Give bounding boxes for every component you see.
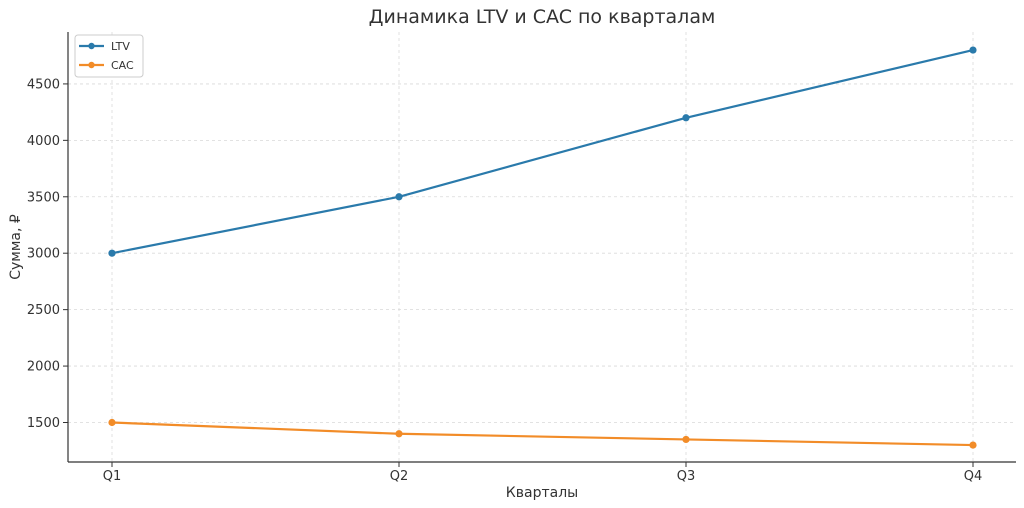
x-axis-label: Кварталы — [506, 485, 578, 501]
data-point-cac — [108, 418, 116, 427]
legend-marker-ltv — [88, 42, 95, 50]
series-line-ltv — [111, 48, 974, 255]
data-point-cac — [395, 430, 403, 438]
chart-title: Динамика LTV и CAC по кварталам — [369, 6, 716, 28]
series-cac — [108, 418, 977, 449]
x-ticks: Q1 Q2 Q3 Q4 — [103, 462, 983, 484]
y-tick-label: 1500 — [27, 416, 60, 431]
y-ticks: 1500 2000 2500 3000 3500 4000 4500 — [27, 77, 68, 431]
legend-label-ltv: LTV — [111, 40, 130, 53]
legend: LTV CAC — [74, 34, 144, 78]
x-tick-label: Q3 — [677, 469, 696, 484]
data-point-ltv — [682, 114, 690, 122]
legend-label-cac: CAC — [111, 59, 134, 72]
y-tick-label: 3000 — [27, 247, 60, 262]
series-ltv — [108, 46, 977, 257]
data-point-cac — [969, 441, 977, 449]
x-tick-label: Q2 — [390, 469, 409, 484]
y-tick-label: 4500 — [27, 77, 60, 92]
y-tick-label: 4000 — [27, 134, 60, 149]
legend-marker-cac — [88, 61, 95, 69]
series-layer — [108, 46, 977, 449]
data-point-ltv — [108, 249, 116, 257]
grid — [68, 32, 1016, 462]
y-tick-label: 2000 — [27, 360, 60, 375]
y-tick-label: 2500 — [27, 303, 60, 318]
series-line-cac — [111, 421, 974, 447]
x-tick-label: Q4 — [964, 469, 983, 484]
data-point-ltv — [395, 193, 403, 201]
y-tick-label: 3500 — [27, 190, 60, 205]
data-point-ltv — [969, 46, 977, 54]
axes — [67, 32, 1016, 463]
x-tick-label: Q1 — [103, 469, 122, 484]
data-point-cac — [682, 435, 690, 444]
y-axis-label: Сумма, ₽ — [8, 214, 24, 280]
